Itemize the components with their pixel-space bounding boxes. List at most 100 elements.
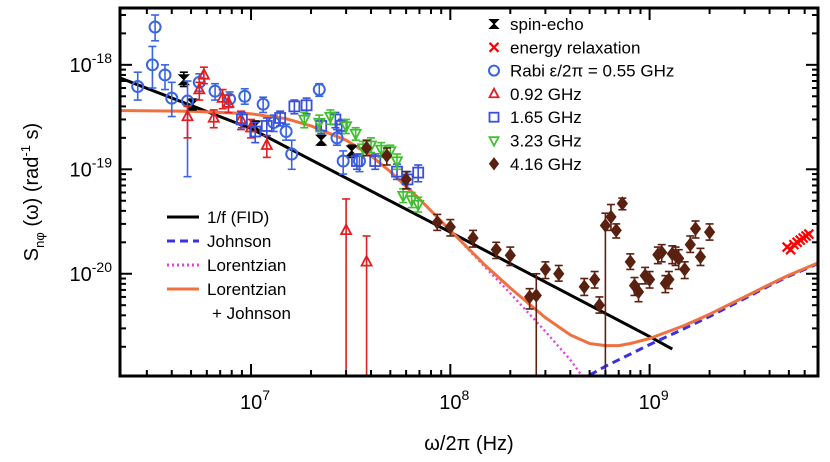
data-point — [530, 288, 542, 303]
series-0-92-ghz — [181, 66, 374, 376]
data-point — [360, 254, 374, 267]
data-point — [694, 249, 707, 265]
data-point — [578, 279, 590, 295]
legend-label-spin-echo: spin-echo — [510, 15, 584, 34]
data-point — [351, 155, 363, 167]
data-point — [663, 272, 675, 287]
data-point — [236, 113, 248, 126]
data-point — [467, 230, 479, 246]
y-tick-label: 10-20 — [70, 259, 113, 286]
series-3-23-ghz — [297, 109, 425, 213]
legend-marker-0-92-ghz — [488, 86, 500, 99]
legend-label-energy-relaxation: energy relaxation — [510, 38, 640, 57]
data-point — [330, 131, 344, 145]
y-axis-label-end: s) — [21, 123, 43, 145]
data-point — [553, 266, 565, 282]
data-point — [312, 83, 326, 97]
data-point — [360, 140, 373, 156]
y-axis-label: Snφ (ω) (rad-1 s) — [18, 123, 47, 261]
x-tick-label: 108 — [439, 387, 469, 414]
data-point — [643, 272, 656, 287]
legend-marker-4-16-ghz — [488, 157, 500, 171]
data-point — [381, 148, 393, 163]
data-point — [207, 110, 221, 123]
data-point — [369, 155, 382, 167]
data-point — [223, 92, 237, 106]
data-point — [539, 262, 552, 277]
data-point — [703, 224, 716, 240]
legend-label-1-65-ghz: 1.65 GHz — [510, 108, 582, 127]
curve-lorentzian-johnson — [120, 109, 818, 348]
data-point — [274, 112, 287, 124]
y-axis-label-main: S — [21, 248, 43, 261]
data-point — [221, 95, 235, 108]
data-point — [349, 128, 363, 142]
data-point — [632, 284, 645, 300]
data-point — [279, 125, 293, 139]
y-axis-label-sup: -1 — [18, 145, 33, 157]
data-point — [339, 222, 353, 236]
data-point — [249, 125, 262, 138]
data-point — [312, 117, 326, 131]
data-point — [336, 154, 350, 168]
x-tick-label: 107 — [240, 387, 270, 414]
series-rabi-2-0-55-ghz — [131, 14, 366, 178]
data-point — [260, 137, 274, 150]
y-axis-label-mid: (ω) (rad — [21, 157, 43, 233]
data-point — [684, 237, 696, 252]
data-point — [148, 20, 162, 34]
data-point — [656, 245, 668, 260]
series-energy-relaxation — [781, 228, 815, 255]
curve-1-f-fid — [120, 76, 674, 351]
data-point — [396, 190, 410, 204]
data-point — [158, 68, 172, 82]
data-point — [679, 262, 691, 277]
legend-label-3-23-ghz: 3.23 GHz — [510, 132, 582, 151]
legend-label-4-16-ghz: 4.16 GHz — [510, 155, 582, 174]
data-point — [181, 108, 195, 122]
data-point — [605, 209, 617, 225]
x-axis-label: ω/2π (Hz) — [424, 433, 513, 455]
data-point — [390, 156, 404, 169]
y-tick-label: 10-19 — [70, 154, 113, 181]
legend-marker-rabi-2-0-55-ghz — [488, 64, 500, 77]
data-point — [234, 111, 248, 125]
legend-markers: spin-echo energy relaxation Rabi ε/2π = 0.… — [488, 15, 674, 174]
data-point — [589, 272, 601, 287]
data-point — [315, 134, 328, 146]
curve-johnson — [588, 262, 818, 376]
data-point — [412, 166, 425, 179]
data-point — [297, 114, 311, 128]
data-point — [260, 120, 273, 132]
data-point — [216, 90, 230, 103]
legend-lines: 1/f (FID) Johnson Lorentzian Lorentzian + Jo… — [167, 208, 291, 323]
x-tick-label: 109 — [639, 387, 669, 414]
legend-marker-3-23-ghz — [488, 136, 500, 148]
legend-line-label-johnson: Johnson — [207, 232, 271, 251]
data-point — [197, 67, 211, 80]
data-point — [256, 97, 270, 111]
data-point — [145, 58, 159, 72]
data-point — [374, 144, 388, 158]
data-point — [300, 99, 313, 112]
legend-label-0-92-ghz: 0.92 GHz — [510, 85, 582, 104]
data-point — [490, 242, 502, 258]
legend-marker-1-65-ghz — [488, 111, 500, 123]
y-axis-label-sub: nφ — [32, 232, 47, 248]
data-point — [431, 215, 443, 230]
data-point — [288, 100, 301, 113]
data-point — [400, 172, 412, 187]
data-point — [411, 199, 425, 213]
legend-line-label-johnson: + Johnson — [212, 304, 291, 323]
data-point — [192, 81, 206, 95]
legend-marker-energy-relaxation — [488, 42, 500, 53]
data-point — [610, 223, 622, 238]
curve-lorentzian — [120, 109, 582, 375]
data-point — [238, 89, 252, 103]
data-series — [131, 14, 815, 376]
data-point — [165, 91, 179, 105]
data-point — [285, 147, 299, 161]
data-point — [131, 80, 145, 94]
data-point — [339, 121, 353, 134]
